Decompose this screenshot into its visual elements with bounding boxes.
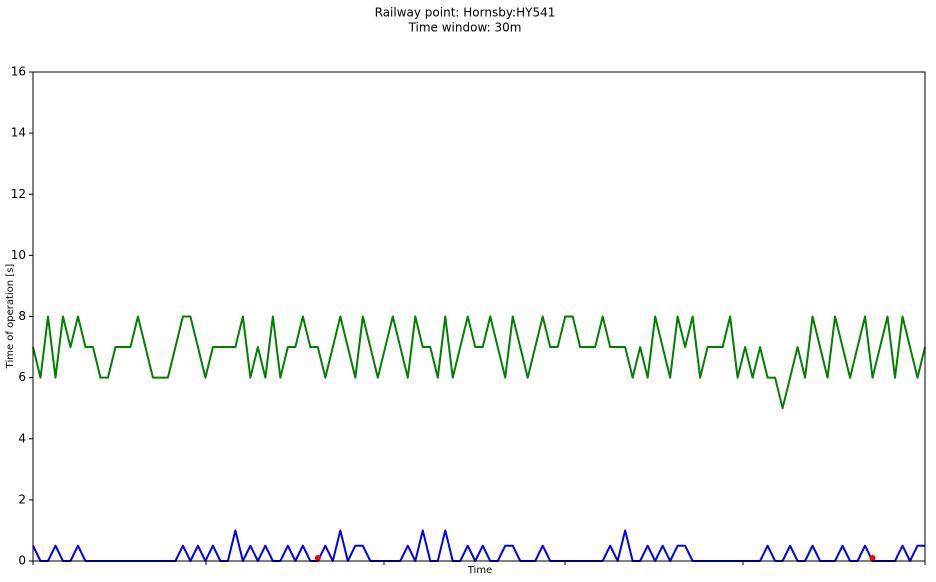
data-line [32,529,925,562]
data-point [314,554,321,561]
y-tick-label: 14 [11,126,26,140]
plot-frame [32,71,926,562]
y-tick-label: 12 [11,187,26,201]
data-point [869,554,876,561]
chart-subtitle: Time window: 30m [408,21,522,35]
x-axis-label: Time [467,565,492,576]
y-tick-label: 6 [18,370,26,384]
y-axis-label: Time of operation [s] [5,264,16,370]
y-tick-label: 10 [11,248,26,262]
y-tick-label: 4 [18,431,26,445]
chart-title: Railway point: Hornsby:HY541 [375,6,556,20]
y-tick-label: 8 [18,309,26,323]
y-tick-label: 2 [18,492,26,506]
y-tick-label: 0 [18,554,26,568]
data-line [32,315,926,410]
y-tick-label: 16 [11,65,26,79]
